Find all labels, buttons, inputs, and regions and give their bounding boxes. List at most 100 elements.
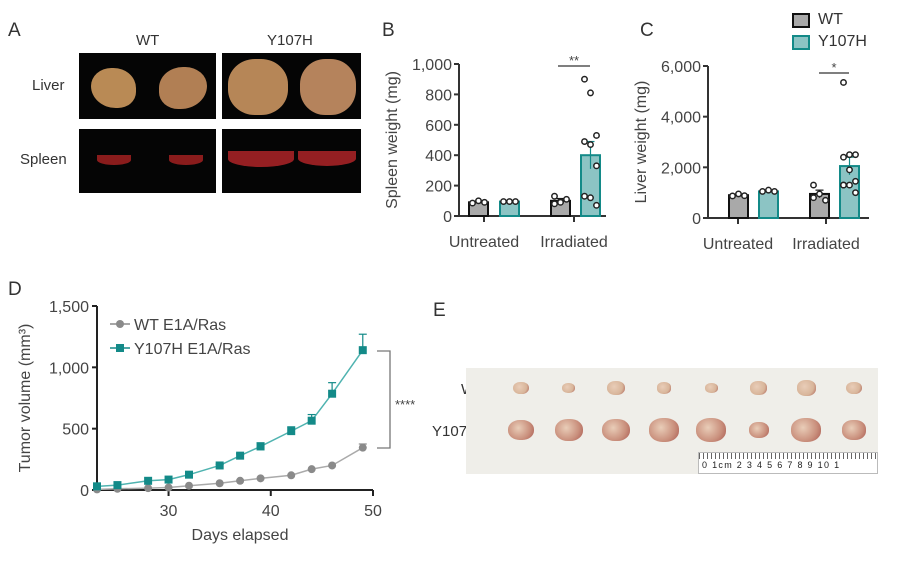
data-point (840, 153, 847, 161)
tumor (607, 380, 625, 396)
data-point-circle (256, 474, 265, 483)
data-point (551, 192, 558, 200)
y-tick-label: 400 (425, 148, 452, 165)
data-point (846, 151, 853, 159)
tumor (791, 418, 821, 442)
column-label-wt: WT (136, 32, 160, 49)
tumor (796, 380, 816, 396)
data-point-square (358, 346, 367, 355)
data-point (593, 201, 600, 209)
data-point (581, 75, 588, 83)
tumor (562, 382, 575, 394)
y-tick-label: 6,000 (661, 59, 701, 76)
legend-marker-circle (116, 320, 124, 328)
liver (228, 59, 288, 115)
x-tick-label: Irradiated (792, 236, 860, 253)
data-point-circle (144, 484, 153, 493)
bar-y107h-untreated (758, 190, 779, 219)
y-tick-label: 4,000 (661, 110, 701, 127)
spleen (97, 155, 131, 165)
data-point (587, 141, 594, 149)
data-point-square (287, 427, 296, 436)
panel-d-letter: D (8, 279, 22, 300)
legend-label: WT E1A/Ras (134, 317, 226, 334)
significance-label: ** (569, 53, 579, 68)
tumor (656, 382, 671, 394)
y-tick-label: 0 (80, 483, 89, 500)
data-point (481, 198, 488, 206)
x-tick-label: 40 (262, 503, 280, 520)
data-point (852, 177, 859, 185)
significance-bracket (377, 350, 391, 449)
data-point (469, 199, 476, 207)
data-point (822, 196, 829, 204)
liver-photo-y107h (222, 53, 361, 119)
legend-label-wt: WT (818, 11, 843, 28)
data-point-circle (358, 443, 367, 452)
tumor (841, 420, 866, 440)
legend-swatch-y107h (792, 34, 810, 50)
legend-marker-square (116, 344, 124, 352)
y-tick-label: 800 (425, 87, 452, 104)
spleen (298, 151, 356, 166)
data-point (475, 197, 482, 205)
x-tick-label: 30 (160, 503, 178, 520)
data-point-square (93, 482, 101, 491)
tumor (508, 419, 534, 441)
tumor (704, 382, 718, 394)
data-point-square (164, 475, 173, 484)
data-point (593, 131, 600, 139)
data-point-square (113, 481, 122, 490)
data-point (810, 194, 817, 202)
data-point-square (328, 389, 337, 398)
data-point (846, 166, 853, 174)
data-point (512, 198, 519, 206)
data-point-square (307, 416, 316, 425)
spleen-photo-wt (79, 129, 216, 193)
y-tick-label: 0 (692, 211, 701, 228)
legend: WT Y107H (792, 9, 867, 53)
data-point (846, 181, 853, 189)
ruler: 0 1cm 2 3 4 5 6 7 8 9 10 1 (698, 452, 878, 474)
y-tick-label: 2,000 (661, 160, 701, 177)
spleen (169, 155, 203, 165)
column-label-y107h: Y107H (267, 32, 313, 49)
data-point (840, 181, 847, 189)
panel-e-letter: E (433, 300, 446, 321)
data-point (593, 162, 600, 170)
x-tick-label: Irradiated (540, 234, 608, 251)
data-point (759, 187, 766, 195)
x-tick-label: Untreated (703, 236, 773, 253)
data-point (563, 195, 570, 203)
data-point (765, 186, 772, 194)
tumor (648, 418, 679, 442)
y-tick-label: 0 (443, 209, 452, 226)
data-point-square (215, 461, 224, 470)
spleen (228, 151, 294, 167)
y-tick-label: 600 (425, 118, 452, 135)
y-tick-label: 1,500 (49, 299, 89, 316)
x-tick-label: Untreated (449, 234, 519, 251)
y-axis-label: Tumor volume (mm³) (17, 324, 34, 473)
data-point-circle (185, 481, 193, 490)
data-point (506, 198, 513, 206)
data-point (852, 189, 859, 197)
x-tick-label: 50 (364, 503, 382, 520)
data-point (771, 187, 778, 195)
data-point-square (144, 476, 153, 485)
y-tick-label: 1,000 (412, 57, 452, 74)
significance-label: * (831, 60, 836, 75)
tumor (845, 381, 862, 395)
panel-a-letter: A (8, 20, 21, 41)
data-point (840, 79, 847, 86)
ruler-label: 0 1cm 2 3 4 5 6 7 8 9 10 1 (702, 460, 841, 470)
tumor (554, 418, 583, 442)
x-axis-label: Days elapsed (192, 527, 289, 544)
data-point-square (185, 470, 193, 479)
tumor (696, 418, 726, 442)
panel-b-letter: B (382, 20, 395, 41)
liver (159, 67, 207, 109)
data-point-circle (164, 483, 173, 492)
tumor (750, 381, 767, 395)
y-axis-label: Spleen weight (mg) (384, 71, 401, 209)
